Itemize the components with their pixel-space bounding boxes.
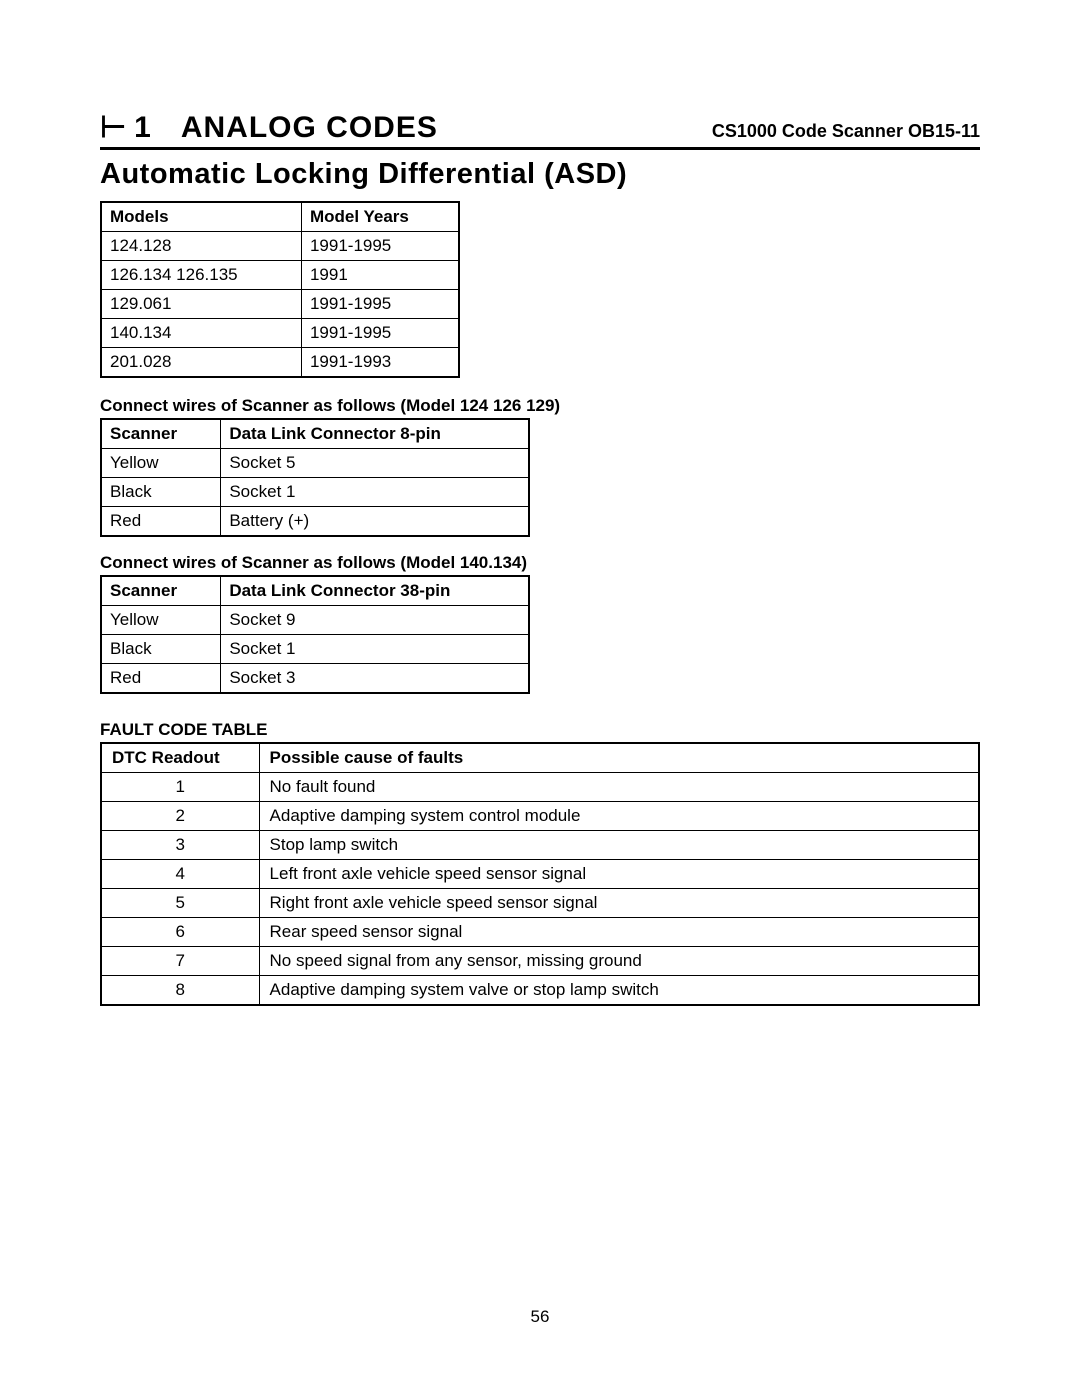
- table-cell: 1991-1995: [301, 319, 459, 348]
- table-cell: 5: [101, 889, 259, 918]
- table-cell: Left front axle vehicle speed sensor sig…: [259, 860, 979, 889]
- table-cell: 129.061: [101, 290, 301, 319]
- table-cell: 7: [101, 947, 259, 976]
- table-row: BlackSocket 1: [101, 478, 529, 507]
- table-cell: 3: [101, 831, 259, 860]
- table-cell: Black: [101, 478, 221, 507]
- table-cell: Red: [101, 664, 221, 694]
- table-cell: Black: [101, 635, 221, 664]
- conn1-table: Scanner Data Link Connector 8-pin Yellow…: [100, 418, 530, 537]
- page: ⊢ 1 ANALOG CODES CS1000 Code Scanner OB1…: [0, 0, 1080, 1006]
- table-cell: 124.128: [101, 232, 301, 261]
- table-cell: Battery (+): [221, 507, 529, 537]
- table-cell: No speed signal from any sensor, missing…: [259, 947, 979, 976]
- table-cell: 8: [101, 976, 259, 1006]
- table-cell: 4: [101, 860, 259, 889]
- table-row: 2Adaptive damping system control module: [101, 802, 979, 831]
- table-row: YellowSocket 9: [101, 606, 529, 635]
- table-cell: 126.134 126.135: [101, 261, 301, 290]
- table-cell: Socket 5: [221, 449, 529, 478]
- table-row: 129.0611991-1995: [101, 290, 459, 319]
- table-row: 1No fault found: [101, 773, 979, 802]
- conn2-col-1: Data Link Connector 38-pin: [221, 576, 529, 606]
- table-row: 4Left front axle vehicle speed sensor si…: [101, 860, 979, 889]
- table-cell: Socket 1: [221, 478, 529, 507]
- conn2-body: YellowSocket 9BlackSocket 1RedSocket 3: [101, 606, 529, 694]
- table-row: 7No speed signal from any sensor, missin…: [101, 947, 979, 976]
- header-icon: ⊢ 1: [100, 110, 153, 145]
- table-row: 124.1281991-1995: [101, 232, 459, 261]
- conn1-col-0: Scanner: [101, 419, 221, 449]
- page-number: 56: [0, 1307, 1080, 1327]
- section-title: Automatic Locking Differential (ASD): [100, 158, 980, 191]
- table-cell: 1991-1993: [301, 348, 459, 378]
- table-row: 8Adaptive damping system valve or stop l…: [101, 976, 979, 1006]
- table-row: YellowSocket 5: [101, 449, 529, 478]
- fault-title: FAULT CODE TABLE: [100, 720, 980, 740]
- fault-body: 1No fault found2Adaptive damping system …: [101, 773, 979, 1006]
- fault-col-0: DTC Readout: [101, 743, 259, 773]
- table-cell: No fault found: [259, 773, 979, 802]
- table-cell: Adaptive damping system valve or stop la…: [259, 976, 979, 1006]
- table-cell: Socket 9: [221, 606, 529, 635]
- header-icon-number: 1: [134, 111, 153, 145]
- fault-col-1: Possible cause of faults: [259, 743, 979, 773]
- table-cell: Right front axle vehicle speed sensor si…: [259, 889, 979, 918]
- table-cell: 1991-1995: [301, 232, 459, 261]
- table-row: 126.134 126.1351991: [101, 261, 459, 290]
- table-row: 201.0281991-1993: [101, 348, 459, 378]
- table-cell: Red: [101, 507, 221, 537]
- table-row: 3Stop lamp switch: [101, 831, 979, 860]
- table-cell: 6: [101, 918, 259, 947]
- conn2-col-0: Scanner: [101, 576, 221, 606]
- table-cell: Socket 1: [221, 635, 529, 664]
- page-header: ⊢ 1 ANALOG CODES CS1000 Code Scanner OB1…: [100, 110, 980, 150]
- conn2-caption: Connect wires of Scanner as follows (Mod…: [100, 553, 980, 573]
- table-row: BlackSocket 1: [101, 635, 529, 664]
- header-title: ANALOG CODES: [181, 111, 438, 145]
- table-cell: 1991-1995: [301, 290, 459, 319]
- table-cell: Adaptive damping system control module: [259, 802, 979, 831]
- conn1-caption: Connect wires of Scanner as follows (Mod…: [100, 396, 980, 416]
- table-cell: Socket 3: [221, 664, 529, 694]
- table-row: RedBattery (+): [101, 507, 529, 537]
- table-cell: Yellow: [101, 606, 221, 635]
- models-table: Models Model Years 124.1281991-1995126.1…: [100, 201, 460, 378]
- table-cell: 201.028: [101, 348, 301, 378]
- header-icon-glyph: ⊢: [100, 110, 128, 145]
- table-row: 6Rear speed sensor signal: [101, 918, 979, 947]
- header-subtitle: CS1000 Code Scanner OB15-11: [712, 121, 980, 142]
- models-col-1: Model Years: [301, 202, 459, 232]
- conn1-col-1: Data Link Connector 8-pin: [221, 419, 529, 449]
- table-cell: Stop lamp switch: [259, 831, 979, 860]
- conn2-table: Scanner Data Link Connector 38-pin Yello…: [100, 575, 530, 694]
- fault-table: DTC Readout Possible cause of faults 1No…: [100, 742, 980, 1006]
- table-row: 140.1341991-1995: [101, 319, 459, 348]
- table-cell: 2: [101, 802, 259, 831]
- conn1-body: YellowSocket 5BlackSocket 1RedBattery (+…: [101, 449, 529, 537]
- table-cell: 1: [101, 773, 259, 802]
- table-cell: Yellow: [101, 449, 221, 478]
- table-row: RedSocket 3: [101, 664, 529, 694]
- table-cell: Rear speed sensor signal: [259, 918, 979, 947]
- table-cell: 140.134: [101, 319, 301, 348]
- table-row: 5Right front axle vehicle speed sensor s…: [101, 889, 979, 918]
- table-cell: 1991: [301, 261, 459, 290]
- models-col-0: Models: [101, 202, 301, 232]
- models-body: 124.1281991-1995126.134 126.1351991129.0…: [101, 232, 459, 378]
